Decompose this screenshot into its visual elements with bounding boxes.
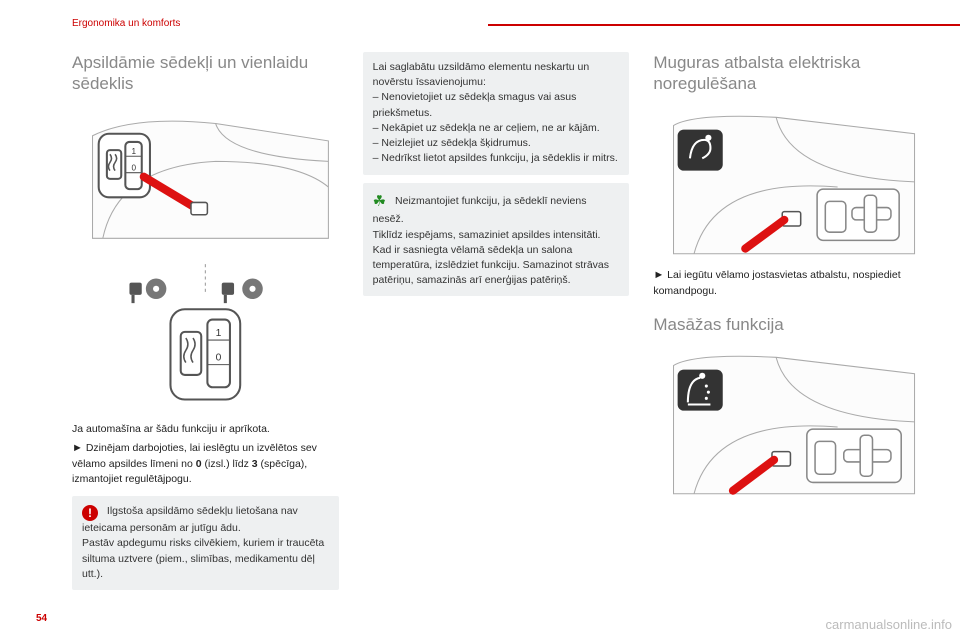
triangle-marker: ► xyxy=(72,442,83,454)
massage-title: Masāžas funkcija xyxy=(653,314,920,335)
tip-4: – Nedrīkst lietot apsildes funkciju, ja … xyxy=(373,151,620,166)
svg-text:0: 0 xyxy=(216,353,222,364)
lumbar-instruction: ► Lai iegūtu vēlamo jostasvietas atbalst… xyxy=(653,268,920,299)
column-3: Muguras atbalsta elektriska noregulēšana xyxy=(653,52,920,604)
eco-box: ☘ Neizmantojiet funkciju, ja sēdeklī nev… xyxy=(363,183,630,297)
warning-box: ! Ilgstoša apsildāmo sēdekļu lietošana n… xyxy=(72,496,339,591)
svg-text:1: 1 xyxy=(216,328,222,339)
warning-text-2: Pastāv apdegumu risks cilvēkiem, kuriem … xyxy=(82,537,324,579)
warning-icon: ! xyxy=(82,505,98,521)
col1-p2-mid: (izsl.) līdz xyxy=(205,458,249,470)
figure-lumbar xyxy=(653,105,920,259)
tip-3: – Neizlejiet uz sēdekļa šķidrumus. xyxy=(373,136,620,151)
watermark: carmanualsonline.info xyxy=(826,617,952,632)
column-1: Apsildāmie sēdekļi un vienlaidu sēdeklis… xyxy=(72,52,339,604)
lumbar-text: Lai iegūtu vēlamo jostasvietas atbalstu,… xyxy=(653,269,900,297)
lumbar-title: Muguras atbalsta elektriska noregulēšana xyxy=(653,52,920,95)
svg-text:0: 0 xyxy=(131,163,136,172)
tips-lead: Lai saglabātu uzsildāmo elementu neskart… xyxy=(373,60,620,90)
heated-seats-title: Apsildāmie sēdekļi un vienlaidu sēdeklis xyxy=(72,52,339,95)
column-2: Lai saglabātu uzsildāmo elementu neskart… xyxy=(363,52,630,604)
content-columns: Apsildāmie sēdekļi un vienlaidu sēdeklis… xyxy=(72,52,920,604)
triangle-marker-2: ► xyxy=(653,269,664,281)
col1-level-0: 0 xyxy=(196,458,202,470)
col1-intro: Ja automašīna ar šādu funkciju ir aprīko… xyxy=(72,422,339,437)
header-section-label: Ergonomika un komforts xyxy=(72,18,180,29)
figure-lhd-rhd-switch: 1 0 xyxy=(72,258,339,412)
eco-text-1: Neizmantojiet funkciju, ja sēdeklī nevie… xyxy=(373,195,587,226)
figure-massage xyxy=(653,345,920,499)
figure-heated-seat-switch: 1 0 xyxy=(72,105,339,249)
warning-text-1: Ilgstoša apsildāmo sēdekļu lietošana nav… xyxy=(82,505,298,535)
col1-instruction: ► Dzinējam darbojoties, lai ieslēgtu un … xyxy=(72,441,339,487)
eco-text-3: Kad ir sasniegta vēlamā sēdekļa un salon… xyxy=(373,244,609,286)
tip-2: – Nekāpiet uz sēdekļa ne ar ceļiem, ne a… xyxy=(373,121,620,136)
eco-text-2: Tiklīdz iespējams, samaziniet apsildes i… xyxy=(373,229,601,241)
col1-level-3: 3 xyxy=(252,458,258,470)
page-number: 54 xyxy=(36,613,47,624)
leaf-icon: ☘ xyxy=(373,191,386,213)
tip-1: – Nenovietojiet uz sēdekļa smagus vai as… xyxy=(373,90,620,120)
tips-box: Lai saglabātu uzsildāmo elementu neskart… xyxy=(363,52,630,175)
header-red-bar xyxy=(488,24,960,26)
svg-text:1: 1 xyxy=(131,147,136,156)
